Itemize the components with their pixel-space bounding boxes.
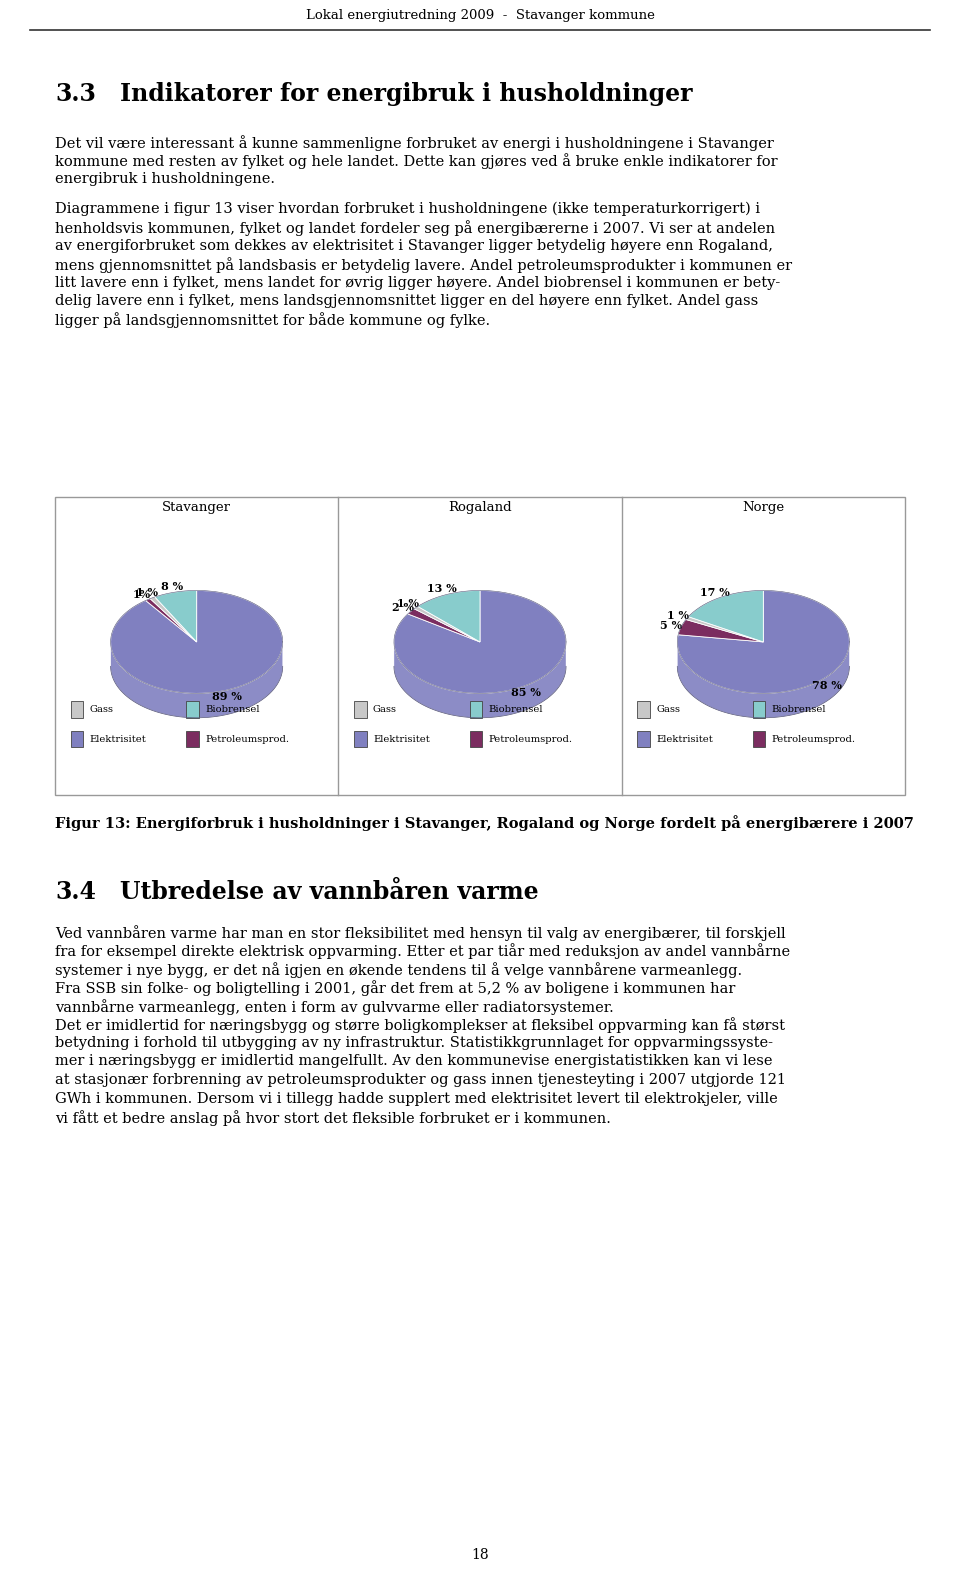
Text: 89 %: 89 %	[212, 691, 242, 702]
Text: Petroleumsprod.: Petroleumsprod.	[205, 735, 289, 744]
Text: Figur 13: Energiforbruk i husholdninger i Stavanger, Rogaland og Norge fordelt p: Figur 13: Energiforbruk i husholdninger …	[55, 815, 914, 831]
Text: ligger på landsgjennomsnittet for både kommune og fylke.: ligger på landsgjennomsnittet for både k…	[55, 313, 491, 329]
Text: energibruk i husholdningene.: energibruk i husholdningene.	[55, 171, 275, 186]
Polygon shape	[414, 607, 480, 642]
Bar	[753, 731, 765, 747]
Polygon shape	[110, 642, 282, 717]
Text: systemer i nye bygg, er det nå igjen en økende tendens til å velge vannbårene va: systemer i nye bygg, er det nå igjen en …	[55, 963, 742, 978]
Polygon shape	[394, 590, 566, 694]
Text: 1 %: 1 %	[397, 598, 420, 609]
Text: Ved vannbåren varme har man en stor fleksibilitet med hensyn til valg av energib: Ved vannbåren varme har man en stor flek…	[55, 925, 785, 941]
Text: Rogaland: Rogaland	[448, 502, 512, 514]
Text: Elektrisitet: Elektrisitet	[373, 735, 430, 744]
Text: Petroleumsprod.: Petroleumsprod.	[489, 735, 572, 744]
Polygon shape	[688, 590, 763, 642]
Text: litt lavere enn i fylket, mens landet for øvrig ligger høyere. Andel biobrensel : litt lavere enn i fylket, mens landet fo…	[55, 275, 780, 289]
Text: Norge: Norge	[742, 502, 784, 514]
Text: 13 %: 13 %	[427, 584, 457, 595]
Bar	[186, 731, 199, 747]
Bar	[55, 497, 905, 794]
Text: Elektrisitet: Elektrisitet	[89, 735, 146, 744]
Polygon shape	[146, 599, 197, 642]
Bar	[71, 702, 84, 717]
Polygon shape	[685, 617, 763, 642]
Text: 3.3: 3.3	[55, 82, 96, 105]
Text: 78 %: 78 %	[811, 680, 842, 691]
Text: Utbredelse av vannbåren varme: Utbredelse av vannbåren varme	[120, 879, 539, 904]
Text: mens gjennomsnittet på landsbasis er betydelig lavere. Andel petroleumsprodukter: mens gjennomsnittet på landsbasis er bet…	[55, 256, 792, 274]
Text: delig lavere enn i fylket, mens landsgjennomsnittet ligger en del høyere enn fyl: delig lavere enn i fylket, mens landsgje…	[55, 294, 758, 308]
Text: Det er imidlertid for næringsbygg og større boligkomplekser at fleksibel oppvarm: Det er imidlertid for næringsbygg og stø…	[55, 1018, 785, 1033]
Text: 18: 18	[471, 1548, 489, 1562]
Text: 85 %: 85 %	[511, 687, 540, 698]
Text: 5 %: 5 %	[660, 620, 683, 631]
Polygon shape	[678, 620, 763, 642]
Text: Indikatorer for energibruk i husholdninger: Indikatorer for energibruk i husholdning…	[120, 82, 692, 105]
Text: GWh i kommunen. Dersom vi i tillegg hadde supplert med elektrisitet levert til e: GWh i kommunen. Dersom vi i tillegg hadd…	[55, 1092, 778, 1106]
Polygon shape	[394, 643, 566, 717]
Polygon shape	[155, 590, 197, 642]
Text: Det vil være interessant å kunne sammenligne forbruket av energi i husholdningen: Det vil være interessant å kunne sammenl…	[55, 135, 774, 151]
Bar	[637, 702, 650, 717]
Polygon shape	[150, 598, 197, 642]
Polygon shape	[678, 643, 850, 717]
Text: Petroleumsprod.: Petroleumsprod.	[772, 735, 855, 744]
Text: 17 %: 17 %	[700, 587, 730, 598]
Text: Biobrensel: Biobrensel	[205, 705, 259, 714]
Bar	[354, 731, 367, 747]
Text: 1 %: 1 %	[667, 610, 689, 621]
Text: 3.4: 3.4	[55, 879, 96, 904]
Text: Biobrensel: Biobrensel	[772, 705, 827, 714]
Text: Elektrisitet: Elektrisitet	[657, 735, 713, 744]
Text: Gass: Gass	[373, 705, 397, 714]
Text: vi fått et bedre anslag på hvor stort det fleksible forbruket er i kommunen.: vi fått et bedre anslag på hvor stort de…	[55, 1111, 611, 1126]
Text: 1 %: 1 %	[136, 587, 158, 598]
Text: 8 %: 8 %	[161, 580, 183, 591]
Bar	[354, 702, 367, 717]
Text: vannbårne varmeanlegg, enten i form av gulvvarme eller radiatorsystemer.: vannbårne varmeanlegg, enten i form av g…	[55, 999, 613, 1015]
Text: Diagrammene i figur 13 viser hvordan forbruket i husholdningene (ikke temperatur: Diagrammene i figur 13 viser hvordan for…	[55, 201, 760, 216]
Bar	[753, 702, 765, 717]
Text: mer i næringsbygg er imidlertid mangelfullt. Av den kommunevise energistatistikk: mer i næringsbygg er imidlertid mangelfu…	[55, 1054, 773, 1068]
Text: Lokal energiutredning 2009  -  Stavanger kommune: Lokal energiutredning 2009 - Stavanger k…	[305, 9, 655, 22]
Polygon shape	[408, 609, 480, 642]
Bar	[469, 702, 482, 717]
Text: av energiforbruket som dekkes av elektrisitet i Stavanger ligger betydelig høyer: av energiforbruket som dekkes av elektri…	[55, 239, 773, 253]
Text: Biobrensel: Biobrensel	[489, 705, 543, 714]
Bar	[637, 731, 650, 747]
Text: betydning i forhold til utbygging av ny infrastruktur. Statistikkgrunnlaget for : betydning i forhold til utbygging av ny …	[55, 1037, 773, 1051]
Text: Stavanger: Stavanger	[162, 502, 231, 514]
Polygon shape	[678, 590, 850, 694]
Bar	[469, 731, 482, 747]
Bar	[71, 731, 84, 747]
Text: fra for eksempel direkte elektrisk oppvarming. Etter et par tiår med reduksjon a: fra for eksempel direkte elektrisk oppva…	[55, 944, 790, 960]
Text: henholdsvis kommunen, fylket og landet fordeler seg på energibærerne i 2007. Vi : henholdsvis kommunen, fylket og landet f…	[55, 220, 775, 236]
Text: Gass: Gass	[89, 705, 113, 714]
Text: at stasjonær forbrenning av petroleumsprodukter og gass innen tjenesteyting i 20: at stasjonær forbrenning av petroleumspr…	[55, 1073, 786, 1087]
Bar	[186, 702, 199, 717]
Text: Fra SSB sin folke- og boligtelling i 2001, går det frem at 5,2 % av boligene i k: Fra SSB sin folke- og boligtelling i 200…	[55, 980, 735, 996]
Text: Gass: Gass	[657, 705, 681, 714]
Text: 2 %: 2 %	[392, 602, 414, 613]
Polygon shape	[418, 590, 480, 642]
Text: kommune med resten av fylket og hele landet. Dette kan gjøres ved å bruke enkle : kommune med resten av fylket og hele lan…	[55, 154, 778, 170]
Polygon shape	[110, 590, 282, 694]
Text: 1%: 1%	[132, 588, 151, 599]
